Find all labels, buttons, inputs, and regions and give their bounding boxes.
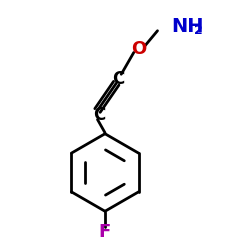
Text: C: C [112,70,124,88]
Text: O: O [131,40,146,58]
Text: NH: NH [171,17,204,36]
Text: C: C [94,106,106,124]
Text: F: F [99,223,111,241]
Text: 2: 2 [194,24,203,37]
